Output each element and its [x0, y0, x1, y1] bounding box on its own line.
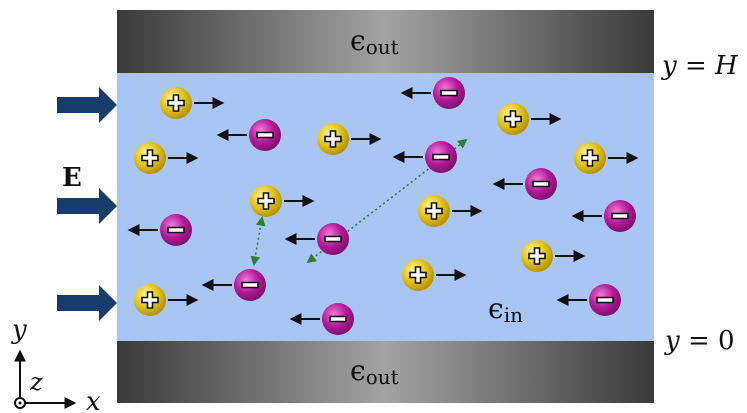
minus-sign-icon	[329, 315, 347, 323]
minus-sign-icon	[532, 180, 550, 188]
plus-sign-icon	[141, 149, 159, 167]
bottom-wall	[117, 341, 654, 403]
plus-sign-icon	[425, 202, 443, 220]
plus-sign-icon	[167, 94, 185, 112]
positive-ion	[497, 103, 562, 135]
positive-ion	[574, 142, 639, 174]
negative-ion	[284, 223, 349, 255]
negative-ion	[400, 77, 465, 109]
minus-sign-icon	[256, 131, 274, 139]
field-arrow-bottom	[57, 285, 117, 321]
minus-sign-icon	[440, 89, 458, 97]
positive-ion	[160, 87, 225, 119]
y-equals-0-label: y = 0	[664, 326, 735, 356]
plus-sign-icon	[324, 130, 342, 148]
axis-z-label: z	[29, 368, 43, 396]
top-wall	[117, 10, 654, 73]
minus-sign-icon	[432, 153, 450, 161]
negative-ion	[392, 141, 457, 173]
plus-sign-icon	[409, 266, 427, 284]
field-arrows	[57, 87, 117, 321]
minus-sign-icon	[324, 235, 342, 243]
positive-ion	[317, 123, 382, 155]
negative-ion	[289, 303, 354, 335]
positive-ion	[134, 284, 199, 316]
minus-sign-icon	[167, 226, 185, 234]
positive-ion	[521, 240, 586, 272]
negative-ion	[492, 168, 557, 200]
y-equals-h-label: y = H	[661, 51, 739, 81]
plus-sign-icon	[257, 192, 275, 210]
epsilon-out-top-label: ϵout	[350, 24, 399, 59]
minus-sign-icon	[611, 212, 629, 220]
minus-sign-icon	[596, 296, 614, 304]
plus-sign-icon	[528, 247, 546, 265]
plus-sign-icon	[141, 291, 159, 309]
axis-y-label: y	[11, 315, 27, 345]
epsilon-out-bottom-label: ϵout	[350, 354, 399, 389]
positive-ion	[402, 259, 467, 291]
field-arrow-top	[57, 87, 117, 123]
negative-ion	[216, 119, 281, 151]
minus-sign-icon	[241, 281, 259, 289]
positive-ion	[418, 195, 483, 227]
field-label: E	[62, 163, 82, 193]
positive-ion	[250, 185, 315, 217]
plus-sign-icon	[504, 110, 522, 128]
positive-ion	[134, 142, 199, 174]
axis-x-label: x	[86, 387, 101, 413]
ions	[127, 77, 639, 335]
field-arrow-middle	[57, 188, 117, 224]
negative-ion	[571, 200, 636, 232]
plus-sign-icon	[581, 149, 599, 167]
negative-ion	[201, 269, 266, 301]
coordinate-axes: y x z	[11, 315, 101, 413]
negative-ion	[127, 214, 192, 246]
negative-ion	[556, 284, 621, 316]
epsilon-in-label: ϵin	[488, 292, 523, 327]
